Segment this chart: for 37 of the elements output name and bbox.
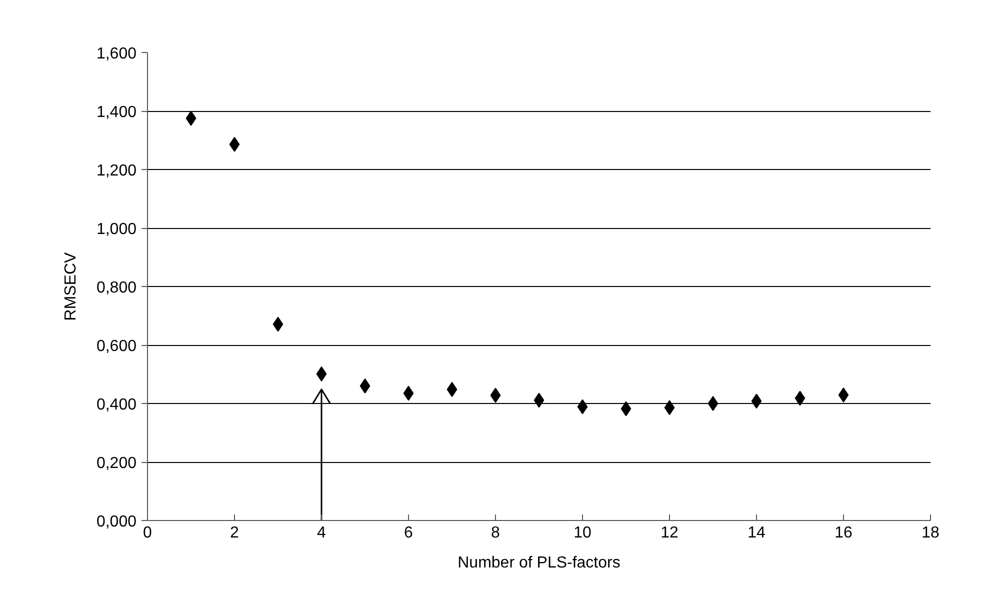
y-tick-label: 1,000 [96,221,137,238]
point [186,110,196,126]
x-tick-label: 2 [230,524,240,542]
y-tick-label: 0,000 [96,514,137,530]
point [838,388,849,403]
point [620,401,632,416]
x-tick-label: 0 [143,524,152,542]
point [751,394,762,409]
point [794,390,806,406]
x-tick-label: 10 [574,524,592,542]
x-tick-label: 16 [834,524,852,542]
point [272,316,284,332]
y-tick-label: 1,600 [96,46,137,62]
x-axis-title: Number of PLS-factors [458,554,620,572]
y-tick-label: 0,600 [96,338,137,355]
y-tick-label: 0,200 [96,455,137,472]
point [664,400,675,416]
y-axis-title: RMSECV [62,252,80,321]
x-tick-label: 14 [748,524,766,542]
y-tick-label: 0,400 [96,396,137,414]
point [316,366,327,382]
point [708,396,718,411]
point [229,136,240,152]
x-tick-label: 18 [922,524,940,542]
point [534,392,544,408]
point [360,378,370,394]
point [403,386,414,401]
point [490,388,501,403]
x-tick-label: 6 [404,524,414,542]
point [577,399,588,414]
x-tick-label: 12 [660,524,678,542]
point [446,382,458,397]
x-tick-label: 8 [491,524,500,542]
x-tick-label: 4 [317,524,326,542]
y-tick-label: 1,400 [96,104,137,121]
y-tick-label: 1,200 [96,162,137,180]
y-tick-label: 0,800 [96,280,137,296]
